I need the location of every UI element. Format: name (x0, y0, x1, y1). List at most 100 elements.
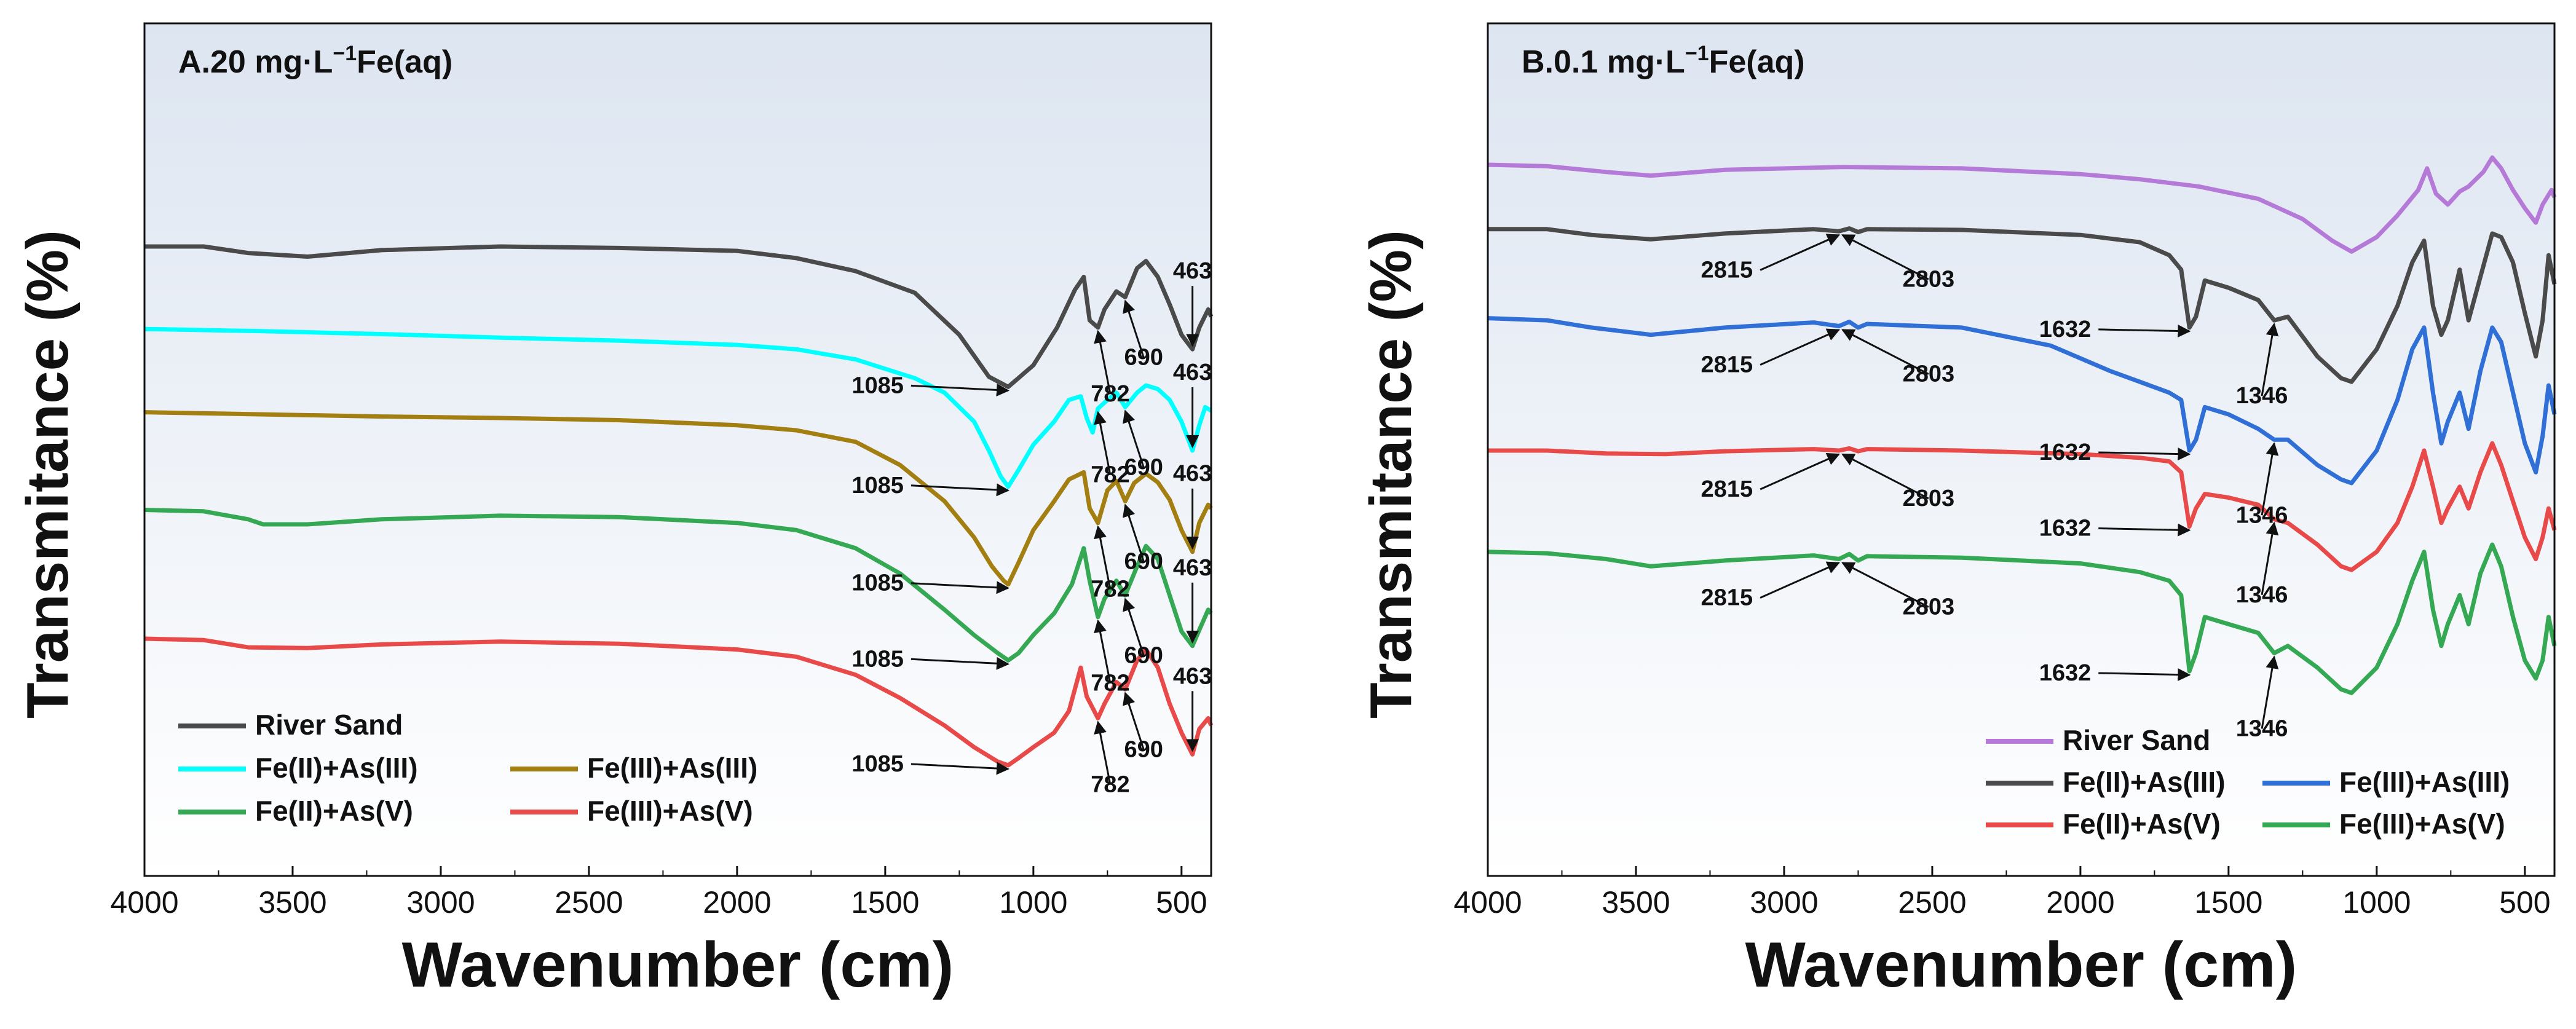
annotation-label: 690 (1124, 736, 1163, 762)
annotation-arrow (1123, 503, 1145, 562)
y-axis-title: Transmitance (%) (1358, 230, 1424, 719)
annotation-arrow (1123, 409, 1145, 468)
annotation-label: 782 (1091, 577, 1129, 602)
annotation-arrow (2261, 655, 2279, 729)
annotation-label: 782 (1091, 381, 1129, 407)
x-tick-label: 2500 (555, 885, 623, 920)
x-tick-label: 1000 (999, 885, 1067, 920)
x-tick-label: 3000 (406, 885, 475, 920)
annotation-arrow (1841, 234, 1929, 280)
x-tick-label: 4000 (110, 885, 178, 920)
x-axis-title: Wavenumber (cm) (1745, 929, 2297, 1001)
series-line-fe-iii-as-v- (144, 636, 1214, 768)
annotation-arrow (2261, 323, 2279, 396)
panel-title: B.0.1 mg·L−1Fe(aq) (1522, 42, 1805, 80)
annotation-label: 463 (1173, 258, 1212, 284)
series-line-fe-ii-as-v- (1488, 441, 2557, 572)
annotation-label: 1346 (2236, 716, 2288, 742)
series-line-river-sand (1487, 155, 2557, 254)
legend-label: Fe(III)+As(V) (2339, 808, 2505, 840)
annotation-label: 1632 (2039, 516, 2092, 542)
annotation-label: 2815 (1701, 257, 1753, 283)
annotation-label: 463 (1173, 360, 1212, 385)
x-tick-label: 4000 (1453, 885, 1522, 920)
annotation-label: 2803 (1903, 361, 1955, 387)
panel-a: 4000 3500 3000 2500 2000 1500 1000 500 Wavenumbe… (15, 22, 1214, 1001)
annotation-label: 2803 (1903, 486, 1955, 511)
panel-title: A.20 mg·L−1Fe(aq) (178, 42, 452, 80)
x-tick-label: 3000 (1750, 885, 1818, 920)
annotation-label: 690 (1124, 548, 1163, 574)
panel-b: 4000 3500 3000 2500 2000 1500 1000 500 Wavenumbe… (1358, 22, 2557, 1001)
plot-frame (1487, 22, 2556, 877)
annotation-arrow (911, 762, 1009, 775)
annotation-label: 1346 (2236, 383, 2288, 409)
annotation-label: 1632 (2039, 440, 2092, 465)
annotation-label: 2803 (1903, 266, 1955, 292)
legend-label: Fe(III)+As(V) (587, 795, 753, 827)
annotation-label: 782 (1091, 771, 1129, 797)
annotation-arrow (1123, 692, 1145, 750)
annotation-label: 1085 (851, 373, 904, 398)
x-tick-label: 1000 (2342, 885, 2411, 920)
x-tick-label: 2500 (1898, 885, 1966, 920)
legend-label: Fe(II)+As(V) (2063, 808, 2221, 840)
annotation-arrow (1094, 720, 1112, 785)
annotation-label: 690 (1124, 344, 1163, 370)
x-tick-label: 1500 (851, 885, 919, 920)
annotation-label: 2803 (1903, 594, 1955, 620)
annotation-label: 1346 (2236, 502, 2288, 528)
annotation-label: 1085 (851, 570, 904, 596)
annotation-arrow (2098, 523, 2191, 537)
annotation-arrow (1094, 525, 1112, 589)
annotation-arrow (2098, 447, 2191, 461)
annotation-arrow (2261, 521, 2279, 596)
legend-label: Fe(III)+As(III) (2339, 766, 2510, 798)
annotation-label: 1085 (851, 751, 904, 777)
annotation-arrow (1094, 619, 1112, 684)
series-line-river-sand (144, 244, 1214, 389)
legend-label: River Sand (255, 709, 403, 741)
legend-label: Fe(II)+As(V) (255, 795, 413, 827)
plot-area (144, 23, 1211, 876)
annotation-label: 782 (1091, 462, 1129, 488)
annotation-label: 463 (1173, 461, 1212, 487)
annotation-arrow (1123, 597, 1145, 656)
annotation-label: 1346 (2236, 582, 2288, 608)
plot-frame (143, 22, 1212, 877)
x-tick-label: 1500 (2194, 885, 2262, 920)
x-tick-label: 500 (1156, 885, 1207, 920)
legend-label: River Sand (2063, 724, 2210, 756)
plot-area (1488, 23, 2554, 876)
x-tick-label: 3500 (1602, 885, 1670, 920)
annotation-arrow (1094, 329, 1112, 395)
series-line-fe-ii-as-iii- (1488, 226, 2557, 384)
annotation-label: 690 (1124, 642, 1163, 668)
annotation-arrow (1760, 234, 1841, 271)
series-line-fe-iii-as-iii- (1487, 316, 2557, 486)
annotation-arrow (911, 656, 1009, 670)
x-tick-label: 2000 (2046, 885, 2114, 920)
annotation-label: 1085 (851, 473, 904, 499)
series-line-fe-iii-as-iii- (144, 410, 1213, 587)
annotation-arrow (1841, 453, 1929, 500)
annotation-label: 2815 (1701, 352, 1753, 378)
annotation-arrow (1841, 562, 1929, 608)
annotation-label: 463 (1173, 555, 1212, 581)
annotation-arrow (1760, 328, 1841, 366)
x-tick-label: 3500 (258, 885, 326, 920)
annotation-arrow (2261, 442, 2279, 516)
x-axis-title: Wavenumber (cm) (402, 929, 954, 1001)
annotation-arrow (2098, 324, 2191, 337)
series-line-fe-iii-as-v- (1487, 542, 2557, 695)
annotation-arrow (1760, 561, 1841, 599)
legend-label: Fe(III)+As(III) (587, 752, 757, 784)
y-axis-title: Transmitance (%) (15, 230, 81, 719)
legend-label: Fe(II)+As(III) (255, 752, 418, 784)
annotation-arrow (1841, 329, 1929, 375)
annotation-label: 2815 (1701, 476, 1753, 502)
annotation-label: 782 (1091, 671, 1129, 696)
series-line-fe-ii-as-v- (144, 508, 1213, 663)
x-tick-label: 500 (2499, 885, 2550, 920)
